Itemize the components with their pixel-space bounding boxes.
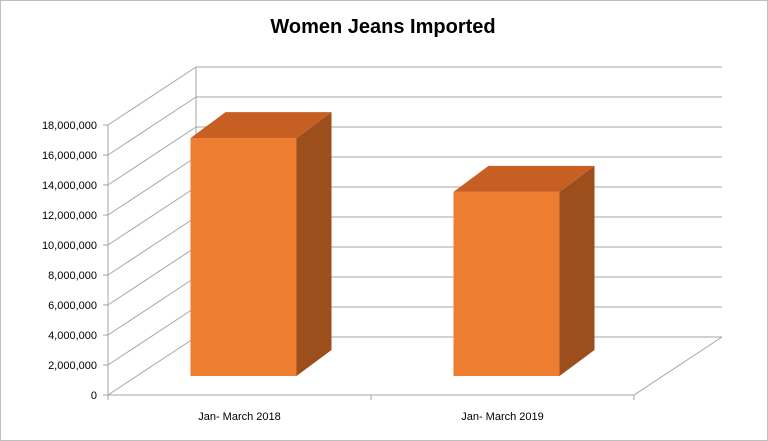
y-tick-label: 4,000,000	[48, 330, 97, 342]
y-tick-label: 2,000,000	[48, 360, 97, 372]
bar-side-face	[559, 165, 595, 376]
side-wall-gridline	[107, 126, 197, 186]
bar	[190, 112, 332, 377]
side-wall-gridline	[107, 66, 197, 126]
bar-top-face	[190, 112, 332, 139]
y-tick-label: 6,000,000	[48, 300, 97, 312]
bar-side-face	[296, 112, 332, 377]
x-tick-label: Jan- March 2019	[461, 411, 544, 423]
bar-front-face	[453, 191, 560, 376]
side-wall-gridline	[107, 186, 197, 246]
side-wall-gridline	[107, 246, 197, 306]
floor-right-edge	[633, 336, 723, 396]
side-wall-gridline	[107, 96, 197, 156]
x-axis	[107, 394, 635, 400]
bar-front-face	[190, 138, 297, 376]
side-wall-gridline	[107, 336, 197, 396]
y-tick-label: 14,000,000	[42, 180, 97, 192]
y-tick-label: 0	[91, 390, 97, 402]
y-axis-ticks: 0 2,000,000 4,000,000 6,000,000 8,000,000 10,…	[42, 120, 108, 402]
bars	[190, 112, 595, 377]
y-tick-label: 8,000,000	[48, 270, 97, 282]
bar-top-face	[453, 165, 595, 192]
bar	[453, 165, 595, 376]
chart-title: Women Jeans Imported	[270, 16, 495, 38]
side-wall-gridline	[107, 156, 197, 216]
y-tick-label: 18,000,000	[42, 120, 97, 132]
y-tick-label: 10,000,000	[42, 240, 97, 252]
y-tick-label: 16,000,000	[42, 150, 97, 162]
side-wall-gridline	[107, 276, 197, 336]
side-wall-gridline	[107, 306, 197, 366]
x-axis-labels: Jan- March 2018 Jan- March 2019	[198, 411, 544, 423]
side-wall-gridline	[107, 216, 197, 276]
x-tick-label: Jan- March 2018	[198, 411, 281, 423]
y-tick-label: 12,000,000	[42, 210, 97, 222]
